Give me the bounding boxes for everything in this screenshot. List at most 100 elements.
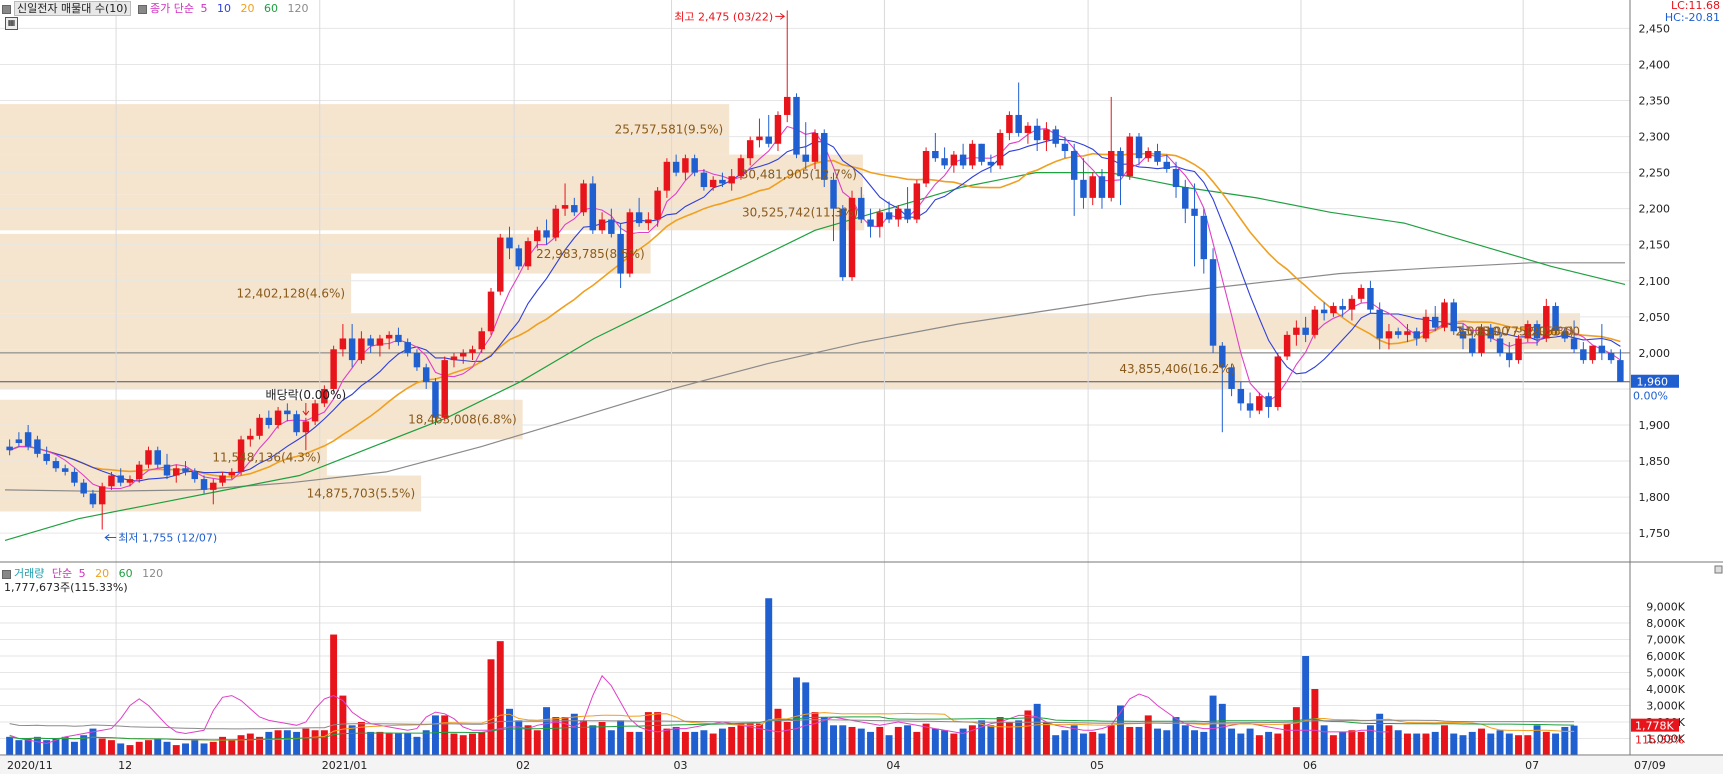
volume-bar bbox=[348, 725, 356, 755]
volume-ma-label: 단순 bbox=[51, 567, 73, 580]
price-tick-label: 2,450 bbox=[1639, 22, 1671, 35]
volume-bar bbox=[478, 731, 486, 755]
volume-bar bbox=[783, 722, 791, 755]
volume-bar bbox=[469, 733, 476, 755]
ma-menu-icon[interactable] bbox=[138, 4, 148, 14]
candle-body bbox=[1145, 151, 1152, 159]
volume-bar bbox=[43, 740, 51, 755]
volume-bar bbox=[404, 733, 412, 755]
volume-tag-bg bbox=[1631, 718, 1679, 732]
volume-tick-label: 8,000K bbox=[1646, 617, 1685, 630]
candle-body bbox=[413, 352, 421, 368]
volume-menu-icon[interactable] bbox=[2, 569, 11, 579]
lc-label: LC:11.68 bbox=[1670, 0, 1720, 12]
x-tick-label: 06 bbox=[1303, 759, 1317, 772]
candle-body bbox=[867, 219, 874, 227]
volume-bar bbox=[718, 728, 726, 755]
ma5-label: 5 bbox=[200, 2, 208, 15]
volume-bar bbox=[302, 728, 310, 755]
candle-body bbox=[358, 338, 365, 361]
volume-panel-header: 거래량 단순 5 20 60 120 bbox=[2, 565, 163, 581]
price-panel-title[interactable]: 신일전자 매물대 수(10) bbox=[14, 1, 131, 16]
grid-table-icon[interactable]: ▦ bbox=[5, 17, 18, 30]
candle-body bbox=[15, 439, 23, 444]
candle-body bbox=[1422, 316, 1430, 339]
candle-body bbox=[1413, 331, 1420, 339]
volume-bar bbox=[89, 728, 97, 755]
candle-body bbox=[645, 219, 652, 224]
candle-body bbox=[210, 482, 217, 490]
candle-body bbox=[1135, 136, 1143, 159]
x-tick-label: 03 bbox=[674, 759, 688, 772]
candle-body bbox=[432, 381, 439, 418]
volume-bar bbox=[839, 725, 847, 755]
ma60-label: 60 bbox=[264, 2, 279, 15]
volume-bar bbox=[320, 730, 328, 755]
price-tick-label: 2,250 bbox=[1639, 167, 1671, 180]
volume-bar bbox=[265, 731, 273, 755]
candle-body bbox=[1515, 338, 1522, 361]
volume-bar bbox=[6, 736, 14, 755]
volume-bar bbox=[1015, 720, 1023, 755]
volume-bar bbox=[135, 741, 143, 755]
volume-bar bbox=[1117, 705, 1124, 755]
volume-bar bbox=[293, 731, 301, 755]
volume-bar bbox=[80, 735, 88, 755]
candle-body bbox=[663, 161, 671, 191]
volume-bar bbox=[1070, 725, 1078, 755]
volume-bar bbox=[589, 725, 597, 755]
volume-bar bbox=[644, 712, 652, 755]
candle-body bbox=[608, 219, 615, 234]
candle-body bbox=[737, 158, 745, 177]
ma-label[interactable]: 종가 단순 bbox=[150, 2, 195, 15]
ma120-label: 120 bbox=[287, 2, 309, 15]
panel-menu-icon[interactable] bbox=[2, 4, 11, 14]
volume-bar bbox=[1126, 726, 1134, 755]
candle-body bbox=[682, 158, 689, 173]
candle-body bbox=[117, 475, 124, 483]
candle-body bbox=[219, 475, 226, 483]
volume-tick-label: 1,000K bbox=[1646, 733, 1685, 746]
volume-bar bbox=[15, 740, 23, 755]
volume-bar bbox=[515, 720, 523, 755]
time-axis-bg bbox=[0, 756, 1723, 774]
volume-bar bbox=[598, 722, 606, 755]
candle-body bbox=[561, 205, 569, 209]
volume-bar bbox=[1441, 725, 1448, 755]
candle-body bbox=[24, 432, 32, 447]
candle-body bbox=[404, 342, 411, 353]
candle-body bbox=[71, 471, 78, 483]
panel-resize-handle bbox=[1714, 565, 1723, 574]
volume-bar bbox=[357, 722, 365, 755]
candle-body bbox=[182, 468, 189, 472]
volume-bar bbox=[543, 707, 551, 755]
volume-panel-title[interactable]: 거래량 bbox=[14, 567, 45, 580]
candle-body bbox=[497, 237, 504, 292]
volume-tick-label: 4,000K bbox=[1646, 683, 1685, 696]
candle-body bbox=[274, 410, 282, 425]
candle-body bbox=[1154, 151, 1161, 162]
volume-bar bbox=[728, 726, 736, 755]
candle-body bbox=[774, 114, 782, 144]
candle-body bbox=[422, 367, 430, 382]
candle-body bbox=[1339, 306, 1346, 310]
volume-bar bbox=[904, 725, 912, 755]
candle-body bbox=[1478, 327, 1485, 353]
candle-body bbox=[135, 464, 143, 480]
candle-body bbox=[1293, 327, 1300, 335]
candle-body bbox=[821, 132, 828, 180]
low-marker-label: 최저 1,755 (12/07) bbox=[118, 532, 217, 545]
candle-body bbox=[163, 464, 171, 476]
candle-body bbox=[904, 208, 911, 220]
candle-body bbox=[1561, 331, 1569, 339]
candlesticks bbox=[6, 10, 1624, 530]
candle-body bbox=[61, 468, 69, 472]
volume-bar bbox=[561, 717, 569, 755]
candle-body bbox=[284, 410, 291, 415]
candle-body bbox=[1580, 349, 1587, 361]
volume-bar bbox=[1089, 731, 1097, 755]
price-tick-label: 2,100 bbox=[1639, 275, 1671, 288]
volume-bar bbox=[746, 723, 754, 755]
price-tag-bg bbox=[1631, 374, 1679, 388]
